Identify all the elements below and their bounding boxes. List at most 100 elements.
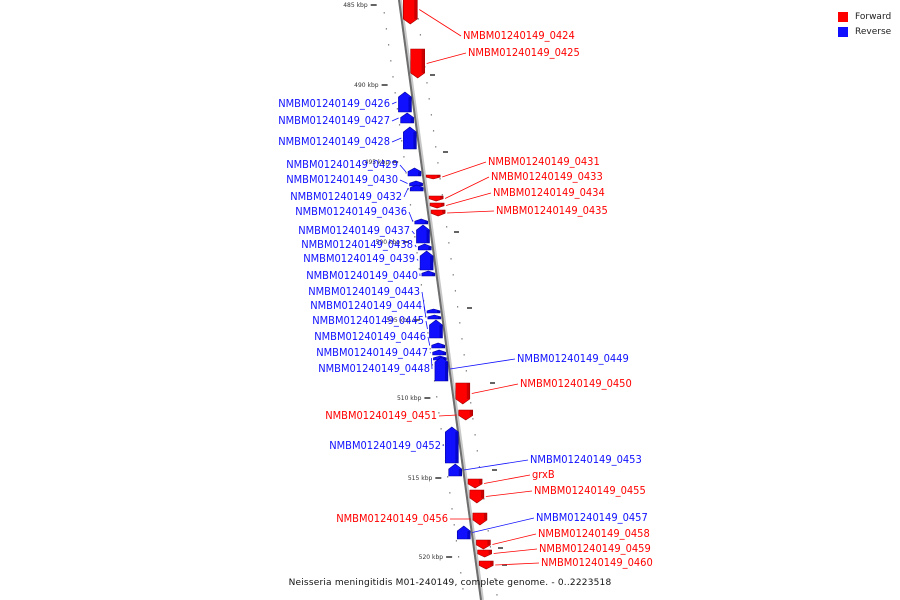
gene-label[interactable]: NMBM01240149_0455 — [534, 484, 646, 497]
gene-label[interactable]: NMBM01240149_0449 — [517, 352, 629, 365]
gene-label[interactable]: NMBM01240149_0443 — [308, 285, 420, 298]
minor-dot — [438, 412, 440, 414]
gene-arrow-shade — [419, 183, 423, 186]
gene-leader-line — [419, 9, 462, 37]
gene-leader-line — [442, 161, 487, 178]
gene-arrow-NMBM01240149_0428[interactable] — [403, 126, 417, 150]
gene-label[interactable]: NMBM01240149_0434 — [493, 186, 605, 199]
gene-arrow-shade — [413, 132, 417, 149]
gene-arrow-NMBM01240149_0460[interactable] — [478, 560, 494, 570]
gene-arrow-NMBM01240149_0446[interactable] — [431, 342, 446, 349]
gene-label[interactable]: NMBM01240149_0430 — [286, 173, 398, 186]
gene-label[interactable]: NMBM01240149_0432 — [290, 190, 402, 203]
gene-label[interactable]: NMBM01240149_0453 — [530, 453, 642, 466]
gene-arrow-body — [402, 0, 418, 25]
gene-arrow-shade — [426, 230, 430, 243]
gene-label[interactable]: NMBM01240149_0448 — [318, 362, 430, 375]
minor-dot — [442, 444, 444, 446]
gene-label[interactable]: NMBM01240149_0457 — [536, 511, 648, 524]
gene-arrow-NMBM01240149_0438[interactable] — [417, 243, 432, 251]
gene-label[interactable]: NMBM01240149_0445 — [312, 314, 424, 327]
gene-arrow-NMBM01240149_0452[interactable] — [445, 426, 459, 464]
minor-dot — [449, 492, 451, 494]
gene-arrow-NMBM01240149_0456[interactable] — [472, 512, 488, 526]
gene-label[interactable]: NMBM01240149_0427 — [278, 114, 390, 127]
gene-arrow-NMBM01240149_0436[interactable] — [414, 218, 429, 225]
gene-label[interactable]: NMBM01240149_0435 — [496, 204, 608, 217]
genome-backbone — [398, 0, 484, 600]
gene-label[interactable]: NMBM01240149_0433 — [491, 170, 603, 183]
gene-arrow-NMBM01240149_0427[interactable] — [400, 112, 414, 124]
tick-label: 520 kbp — [419, 554, 444, 561]
gene-arrow-NMBM01240149_0426[interactable] — [398, 91, 412, 113]
gene-arrow-shade — [437, 310, 441, 313]
gene-leader-line — [438, 414, 457, 417]
gene-label[interactable]: grxB — [532, 468, 555, 481]
gene-leader-line — [444, 176, 490, 199]
gene-arrow-NMBM01240149_0450[interactable] — [455, 382, 471, 405]
gene-arrow-NMBM01240149_0434[interactable] — [429, 202, 445, 209]
gene-label[interactable]: NMBM01240149_0428 — [278, 135, 390, 148]
gene-label[interactable]: NMBM01240149_0458 — [538, 527, 650, 540]
gene-leader-line — [485, 490, 533, 497]
minor-dot — [437, 162, 439, 164]
gene-label[interactable]: NMBM01240149_0452 — [329, 439, 441, 452]
gene-label[interactable]: NMBM01240149_0444 — [310, 299, 422, 312]
gene-arrow-NMBM01240149_0457[interactable] — [456, 525, 471, 540]
gene-arrow-grxB[interactable] — [467, 478, 483, 489]
gene-arrow-NMBM01240149_0449[interactable] — [434, 356, 449, 382]
gene-arrow-body — [427, 314, 442, 320]
gene-label[interactable]: NMBM01240149_0424 — [463, 29, 575, 42]
gene-arrow-body — [434, 356, 449, 382]
gene-label[interactable]: NMBM01240149_0437 — [298, 224, 410, 237]
gene-arrow-NMBM01240149_0429[interactable] — [407, 167, 422, 177]
gene-arrow-NMBM01240149_0437[interactable] — [416, 224, 430, 244]
gene-arrow-NMBM01240149_0435[interactable] — [430, 209, 446, 217]
gene-label[interactable]: NMBM01240149_0460 — [541, 556, 653, 569]
gene-label[interactable]: NMBM01240149_0447 — [316, 346, 428, 359]
gene-arrow-NMBM01240149_0458[interactable] — [476, 539, 491, 550]
gene-arrow-NMBM01240149_0424[interactable] — [402, 0, 418, 25]
gene-arrow-NMBM01240149_0447[interactable] — [432, 349, 446, 356]
minor-dot — [432, 130, 435, 132]
gene-label[interactable]: NMBM01240149_0438 — [301, 238, 413, 251]
gene-arrow-NMBM01240149_0425[interactable] — [410, 48, 425, 79]
gene-arrow-NMBM01240149_0443[interactable] — [426, 308, 441, 314]
gene-arrow-NMBM01240149_0444[interactable] — [427, 314, 442, 320]
gene-arrow-body — [431, 342, 446, 349]
gene-label[interactable]: NMBM01240149_0446 — [314, 330, 426, 343]
gene-label[interactable]: NMBM01240149_0450 — [520, 377, 632, 390]
minor-dot — [450, 258, 452, 260]
gene-arrow-NMBM01240149_0445[interactable] — [429, 319, 443, 339]
minor-dot — [431, 364, 433, 366]
gene-arrow-NMBM01240149_0455[interactable] — [469, 489, 485, 504]
gene-arrow-NMBM01240149_0432[interactable] — [409, 184, 424, 192]
gene-label[interactable]: NMBM01240149_0459 — [539, 542, 651, 555]
gene-label[interactable]: NMBM01240149_0426 — [278, 97, 390, 110]
gene-label[interactable]: NMBM01240149_0429 — [286, 158, 398, 171]
gene-arrow-shade — [428, 246, 432, 250]
gene-arrow-NMBM01240149_0433[interactable] — [428, 195, 444, 202]
minor-dot — [409, 204, 412, 206]
gene-label[interactable]: NMBM01240149_0425 — [468, 46, 580, 59]
gene-label[interactable]: NMBM01240149_0440 — [306, 269, 418, 282]
gene-arrow-NMBM01240149_0431[interactable] — [425, 174, 441, 180]
gene-label-layer: NMBM01240149_0424 NMBM01240149_0425 NMBM01… — [278, 9, 653, 569]
gene-arrow-NMBM01240149_0439[interactable] — [419, 250, 434, 271]
gene-arrow-shade — [439, 325, 443, 338]
gene-label[interactable]: NMBM01240149_0451 — [325, 409, 437, 422]
gene-label[interactable]: NMBM01240149_0436 — [295, 205, 407, 218]
gene-arrow-NMBM01240149_0459[interactable] — [477, 549, 492, 558]
minor-dot — [455, 540, 457, 542]
gene-arrow-shade — [483, 513, 487, 520]
gene-leader-line — [447, 210, 495, 214]
gene-arrow-NMBM01240149_0453[interactable] — [448, 463, 463, 477]
gene-leader-line — [391, 101, 397, 105]
minor-dot — [457, 556, 460, 558]
minor-dot — [439, 178, 441, 180]
gene-label[interactable]: NMBM01240149_0439 — [303, 252, 415, 265]
gene-label[interactable]: NMBM01240149_0431 — [488, 155, 600, 168]
gene-label[interactable]: NMBM01240149_0456 — [336, 512, 448, 525]
gene-arrow-NMBM01240149_0440[interactable] — [421, 270, 436, 277]
gene-arrow-NMBM01240149_0451[interactable] — [458, 409, 474, 421]
